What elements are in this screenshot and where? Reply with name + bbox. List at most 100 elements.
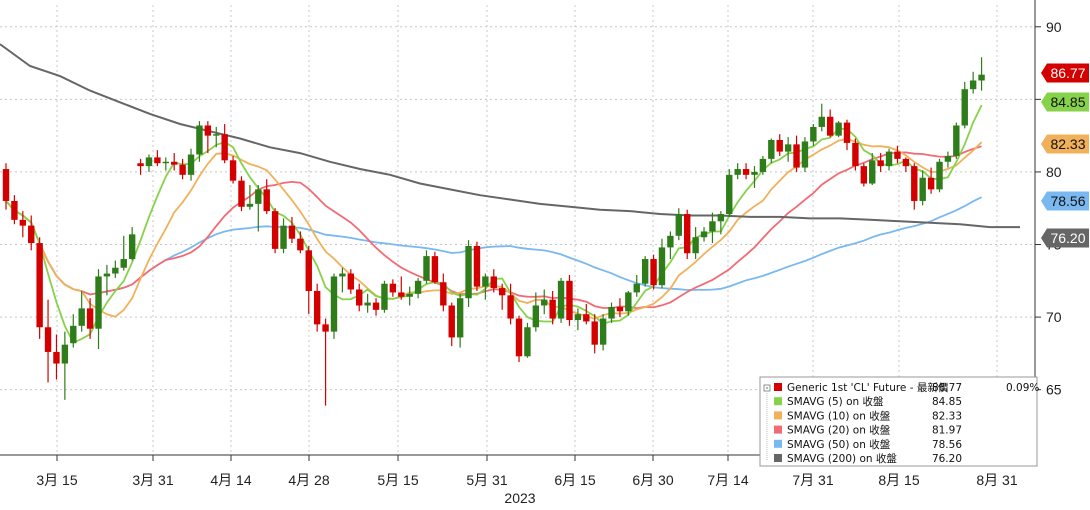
date-axis-tick-label: 4月 14: [210, 472, 251, 488]
candle-down: [229, 160, 237, 181]
price-axis-tick-label: 70: [1046, 309, 1062, 325]
date-axis-tick-label: 5月 15: [377, 472, 418, 488]
candle-up: [213, 134, 220, 136]
legend-swatch-sma20: [774, 425, 782, 434]
candle-up: [128, 234, 136, 260]
candle-up: [936, 161, 943, 190]
candle-down: [826, 116, 834, 136]
candle-up: [919, 177, 926, 201]
candle-up: [456, 298, 464, 338]
value-badge: [1041, 63, 1089, 83]
candle-down: [852, 142, 859, 167]
legend-swatch-sma50: [774, 439, 782, 448]
legend-row-value: 76.20: [932, 453, 962, 465]
candle-up: [196, 125, 203, 155]
candle-up: [734, 169, 741, 175]
candle-down: [431, 256, 439, 283]
candle-down: [356, 289, 363, 306]
date-axis-tick-label: 4月 28: [288, 472, 329, 488]
candle-down: [36, 243, 43, 328]
candle-up: [70, 325, 77, 344]
candle-down: [473, 245, 481, 287]
candle-down: [322, 324, 329, 332]
candle-up: [574, 314, 582, 320]
value-badge-label: 76.20: [1050, 230, 1085, 246]
candle-up: [625, 292, 632, 312]
candle-up: [801, 141, 809, 168]
value-badge: [1041, 191, 1089, 211]
candle-up: [103, 273, 111, 277]
candle-up: [641, 259, 649, 284]
candle-up: [541, 299, 548, 306]
candle-down: [902, 158, 910, 167]
candle-down: [204, 125, 212, 136]
price-axis-tick-label: 65: [1046, 382, 1062, 398]
candle-down: [583, 314, 590, 322]
date-axis-tick-label: 7月 14: [707, 472, 748, 488]
legend-row-value: 78.56: [932, 439, 962, 451]
candle-down: [877, 160, 884, 167]
legend-swatch-sma200: [774, 454, 782, 462]
candle-down: [650, 259, 657, 286]
candle-up: [465, 245, 472, 299]
legend-row-value: 82.33: [932, 410, 962, 422]
candle-up: [869, 160, 876, 184]
candle-down: [843, 122, 851, 143]
candle-up: [532, 305, 540, 328]
candle-down: [154, 157, 161, 164]
value-badge: [1041, 134, 1089, 154]
value-badge-label: 84.85: [1050, 94, 1085, 110]
candle-up: [162, 161, 169, 164]
date-axis-tick-label: 7月 31: [792, 472, 833, 488]
candle-up: [255, 189, 262, 204]
candle-up: [78, 308, 85, 326]
last-value-badges: 86.77 84.85 82.33 78.56 76.20: [1041, 63, 1089, 248]
candle-up: [557, 280, 565, 319]
candle-down: [860, 166, 868, 184]
candle-down: [498, 288, 506, 296]
legend-swatch-sma5: [774, 397, 782, 406]
candle-down: [372, 302, 380, 310]
candle-down: [448, 305, 455, 338]
candle-up: [953, 125, 960, 156]
legend-row-label: SMAVG (20) on 收盤: [787, 424, 891, 437]
legend-series-label: Generic 1st 'CL' Future - 最新價: [787, 381, 949, 394]
candle-up: [330, 276, 338, 332]
date-axis-tick-label: 5月 31: [466, 472, 507, 488]
candle-up: [120, 259, 127, 268]
candle-layer: [2, 57, 985, 406]
moving-average-sma5-line: [5, 104, 983, 344]
candle-up: [423, 256, 430, 281]
date-axis-tick-label: 6月 15: [554, 472, 595, 488]
candle-down: [389, 283, 397, 293]
candle-down: [793, 144, 800, 168]
candle-up: [187, 154, 195, 175]
candle-up: [61, 344, 69, 364]
date-axis-tick-label: 8月 15: [878, 472, 919, 488]
candle-up: [524, 327, 531, 357]
candle-down: [305, 250, 312, 291]
candle-down: [515, 318, 523, 357]
date-axis: 3月 15 3月 31 4月 14 4月 28 5月 15 5月 31 6月 15 6月 30…: [0, 454, 1035, 488]
candle-down: [137, 163, 144, 167]
value-badge: [1041, 228, 1089, 248]
candle-down: [490, 276, 497, 289]
candle-down: [86, 308, 94, 329]
date-axis-tick-label: 8月 31: [976, 472, 1017, 488]
candle-up: [768, 140, 775, 159]
price-axis-tick-label: 90: [1046, 19, 1062, 35]
candle-down: [28, 225, 35, 244]
candle-up: [784, 144, 792, 152]
candle-up: [709, 221, 716, 232]
candle-up: [717, 214, 725, 222]
candle-up: [246, 203, 254, 207]
candle-down: [927, 177, 935, 190]
date-axis-tick-label: 6月 30: [632, 472, 673, 488]
candle-down: [179, 164, 186, 175]
candle-up: [751, 171, 758, 175]
candle-up: [835, 122, 842, 136]
moving-average-sma50-line: [5, 196, 982, 296]
